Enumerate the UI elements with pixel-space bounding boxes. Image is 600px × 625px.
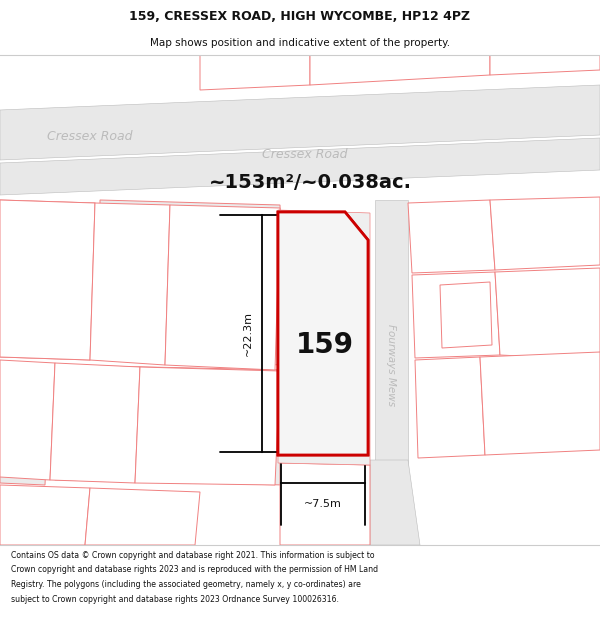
- Polygon shape: [278, 210, 370, 465]
- Polygon shape: [408, 200, 495, 273]
- Polygon shape: [0, 138, 600, 195]
- Text: Registry. The polygons (including the associated geometry, namely x, y co-ordina: Registry. The polygons (including the as…: [11, 580, 361, 589]
- Polygon shape: [495, 268, 600, 360]
- Polygon shape: [278, 212, 368, 455]
- Text: Cressex Road: Cressex Road: [47, 131, 133, 144]
- Polygon shape: [165, 205, 280, 370]
- Text: Crown copyright and database rights 2023 and is reproduced with the permission o: Crown copyright and database rights 2023…: [11, 566, 378, 574]
- Polygon shape: [278, 210, 370, 465]
- Polygon shape: [310, 55, 490, 85]
- Polygon shape: [55, 490, 160, 545]
- Polygon shape: [412, 272, 500, 358]
- Text: Cressex Road: Cressex Road: [262, 149, 348, 161]
- Polygon shape: [50, 363, 140, 483]
- Polygon shape: [100, 200, 285, 365]
- Polygon shape: [135, 367, 280, 485]
- Polygon shape: [0, 485, 90, 545]
- Polygon shape: [415, 357, 485, 458]
- Polygon shape: [0, 85, 600, 160]
- Text: Fourways Mews: Fourways Mews: [386, 324, 396, 406]
- Polygon shape: [375, 200, 408, 545]
- Text: ~7.5m: ~7.5m: [304, 499, 342, 509]
- Polygon shape: [85, 488, 200, 545]
- Text: Contains OS data © Crown copyright and database right 2021. This information is : Contains OS data © Crown copyright and d…: [11, 551, 374, 559]
- Text: Map shows position and indicative extent of the property.: Map shows position and indicative extent…: [150, 38, 450, 48]
- Text: subject to Crown copyright and database rights 2023 Ordnance Survey 100026316.: subject to Crown copyright and database …: [11, 595, 339, 604]
- Polygon shape: [0, 365, 50, 485]
- Polygon shape: [440, 282, 492, 348]
- Polygon shape: [0, 360, 55, 480]
- Text: ~22.3m: ~22.3m: [243, 311, 253, 356]
- Polygon shape: [370, 460, 420, 545]
- Polygon shape: [0, 490, 145, 545]
- Text: 159: 159: [296, 331, 354, 359]
- Polygon shape: [200, 55, 310, 90]
- Polygon shape: [90, 203, 170, 365]
- Polygon shape: [490, 197, 600, 270]
- Polygon shape: [480, 352, 600, 455]
- Text: 159, CRESSEX ROAD, HIGH WYCOMBE, HP12 4PZ: 159, CRESSEX ROAD, HIGH WYCOMBE, HP12 4P…: [130, 10, 470, 23]
- Text: ~153m²/~0.038ac.: ~153m²/~0.038ac.: [209, 174, 412, 192]
- Polygon shape: [278, 212, 368, 455]
- Polygon shape: [0, 200, 95, 360]
- Polygon shape: [0, 200, 95, 360]
- Polygon shape: [490, 55, 600, 75]
- Polygon shape: [55, 365, 285, 485]
- Polygon shape: [280, 463, 370, 545]
